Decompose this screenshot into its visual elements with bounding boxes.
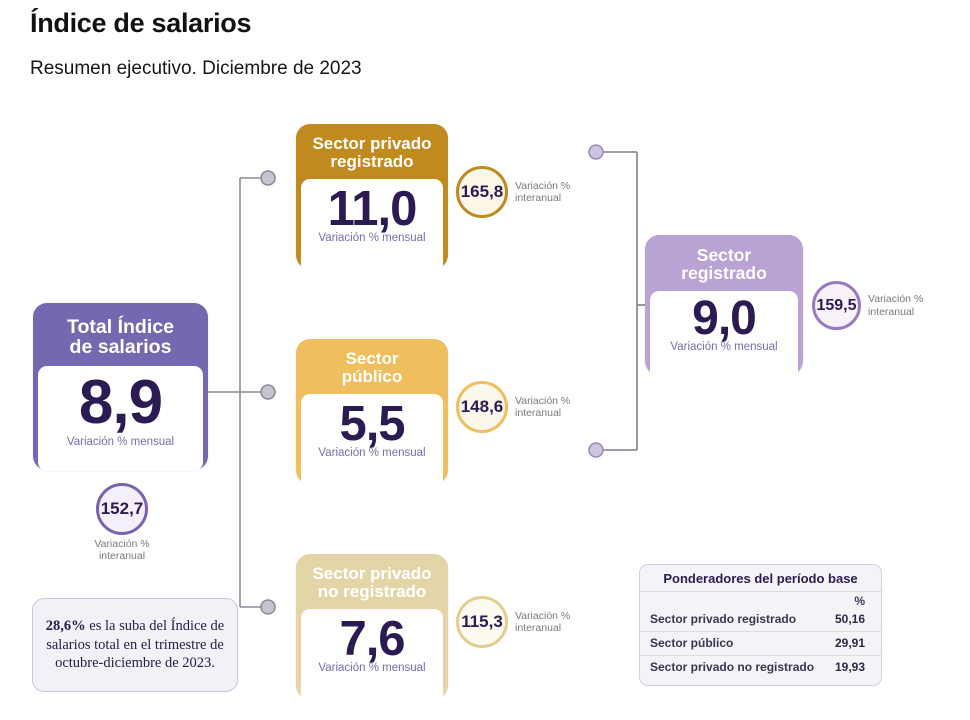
card-priv-nr-title-line2: no registrado <box>317 581 427 601</box>
card-priv-nr-title: Sector privado no registrado <box>301 559 443 609</box>
weights-row-label: Sector privado registrado <box>650 612 797 626</box>
card-total-title-line2: de salarios <box>69 336 172 359</box>
card-priv-reg-body: 11,0 Variación % mensual <box>301 178 443 274</box>
badge-privado-no-registrado-interanual[interactable]: 115,3 Variación % interanual <box>456 596 570 648</box>
card-priv-nr-sub: Variación % mensual <box>318 661 426 674</box>
card-total-body: 8,9 Variación % mensual <box>38 365 203 471</box>
weights-table-unit: % <box>854 594 865 608</box>
badge-total-interanual[interactable]: 152,7 Variación % interanual <box>88 483 156 562</box>
card-publico-value: 5,5 <box>339 396 405 451</box>
card-priv-reg-sub: Variación % mensual <box>318 231 426 244</box>
page-subtitle: Resumen ejecutivo. Diciembre de 2023 <box>30 58 362 79</box>
badge-publico-value: 148,6 <box>456 381 508 433</box>
card-publico-body: 5,5 Variación % mensual <box>301 393 443 489</box>
card-sector-publico[interactable]: Sector público 5,5 Variación % mensual <box>296 339 448 489</box>
badge-sector-registrado-interanual[interactable]: 159,5 Variación % interanual <box>812 281 923 330</box>
card-sec-reg-sub: Variación % mensual <box>670 340 778 353</box>
weights-table: Ponderadores del período base % Sector p… <box>639 564 882 686</box>
badge-total-label: Variación % interanual <box>94 538 150 563</box>
card-total-title-line1: Total Índice <box>67 316 174 338</box>
badge-priv-nr-label: Variación % interanual <box>515 609 571 634</box>
card-priv-reg-title-line2: registrado <box>330 151 414 171</box>
badge-priv-nr-value: 115,3 <box>456 596 508 648</box>
note-text: 28,6% es la suba del Índice de salarios … <box>41 617 229 673</box>
badge-total-value: 152,7 <box>96 483 148 535</box>
card-publico-title: Sector público <box>301 344 443 394</box>
table-row: Sector privado registrado 50,16 <box>640 608 881 632</box>
card-total-indice[interactable]: Total Índice de salarios 8,9 Variación %… <box>33 303 208 471</box>
card-sec-reg-value: 9,0 <box>692 291 757 345</box>
card-publico-sub: Variación % mensual <box>318 446 426 459</box>
weights-row-value: 50,16 <box>834 612 865 626</box>
badge-publico-interanual[interactable]: 148,6 Variación % interanual <box>456 381 570 433</box>
weights-table-title: Ponderadores del período base <box>640 565 881 592</box>
card-priv-reg-title: Sector privado registrado <box>301 129 443 179</box>
card-sec-reg-title-line1: Sector <box>696 245 752 265</box>
weights-row-label: Sector privado no registrado <box>650 660 815 674</box>
note-quarterly-increase: 28,6% es la suba del Índice de salarios … <box>32 598 238 692</box>
card-priv-reg-value: 11,0 <box>327 181 418 236</box>
card-priv-reg-title-line1: Sector privado <box>312 134 432 153</box>
card-total-value: 8,9 <box>78 367 163 437</box>
card-sec-reg-body: 9,0 Variación % mensual <box>650 290 798 381</box>
table-row: Sector privado no registrado 19,93 <box>640 656 881 679</box>
badge-privado-registrado-interanual[interactable]: 165,8 Variación % interanual <box>456 166 570 218</box>
card-sec-reg-title-line2: registrado <box>681 263 767 284</box>
table-row: Sector público 29,91 <box>640 632 881 656</box>
card-publico-title-line2: público <box>341 366 403 386</box>
note-rest: es la suba del Índice de salarios total … <box>46 618 225 672</box>
badge-sec-reg-label: Variación % interanual <box>868 293 924 318</box>
card-sec-reg-title: Sector registrado <box>650 240 798 291</box>
weights-row-value: 29,91 <box>834 636 865 650</box>
card-publico-title-line1: Sector <box>345 349 399 368</box>
card-sector-privado-registrado[interactable]: Sector privado registrado 11,0 Variación… <box>296 124 448 274</box>
weights-row-label: Sector público <box>650 636 734 650</box>
page-title: Índice de salarios <box>30 8 252 38</box>
note-highlight: 28,6% <box>45 618 86 635</box>
card-sector-registrado[interactable]: Sector registrado 9,0 Variación % mensua… <box>645 235 803 381</box>
card-total-sub: Variación % mensual <box>66 435 175 448</box>
badge-sec-reg-value: 159,5 <box>812 281 861 330</box>
card-total-title: Total Índice de salarios <box>38 308 203 366</box>
badge-priv-reg-label: Variación % interanual <box>515 179 571 204</box>
badge-publico-label: Variación % interanual <box>515 394 571 419</box>
badge-priv-reg-value: 165,8 <box>456 166 508 218</box>
weights-row-value: 19,93 <box>834 660 865 674</box>
card-sector-privado-no-registrado[interactable]: Sector privado no registrado 7,6 Variaci… <box>296 554 448 704</box>
card-priv-nr-title-line1: Sector privado <box>312 564 432 583</box>
card-priv-nr-body: 7,6 Variación % mensual <box>301 608 443 704</box>
card-priv-nr-value: 7,6 <box>339 611 405 666</box>
